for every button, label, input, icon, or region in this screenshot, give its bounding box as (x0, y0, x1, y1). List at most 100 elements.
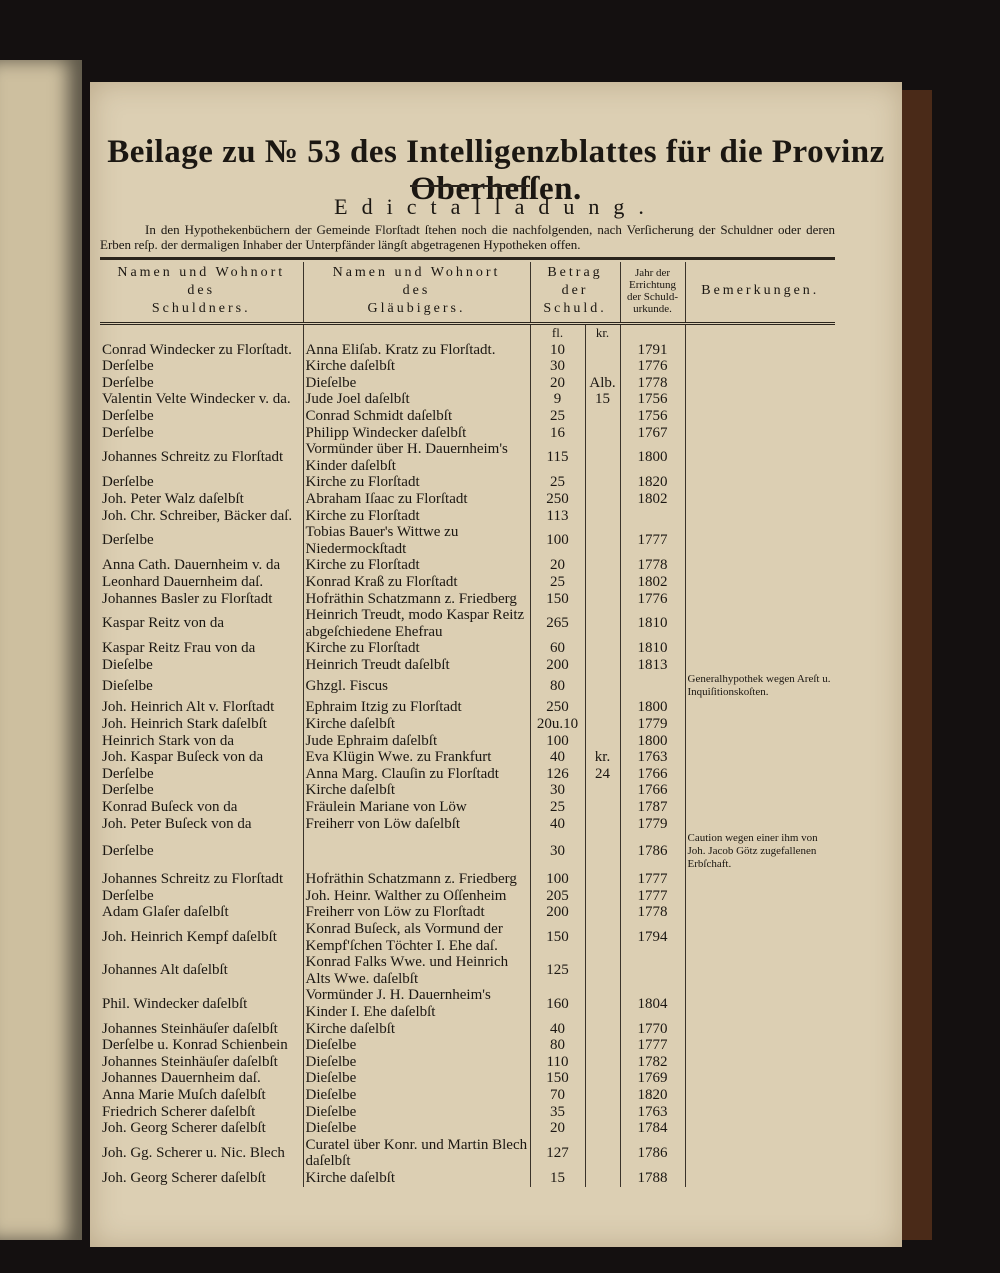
cell: Caution wegen einer ihm von Joh. Jacob G… (687, 832, 818, 871)
row: Joh. Kaspar Buſeck von da Eva Klügin Wwe.… (100, 749, 835, 766)
rule (410, 185, 530, 187)
cell (685, 921, 835, 954)
row: Kaspar Reitz von da Heinrich Treudt, modo… (100, 607, 835, 641)
cell: Tobias Bauer's Wittwe zu Niedermockſtadt (303, 524, 531, 558)
header-line: Gläubigers. (367, 301, 466, 316)
cell: Heinrich Treudt, modo Kaspar Reitz abgeſ… (303, 607, 531, 641)
cell (585, 358, 621, 375)
cell: 115 (530, 441, 586, 475)
units-row: fl. kr. (100, 323, 835, 342)
cell: Johannes Steinhäuſer daſelbſt (100, 1020, 304, 1038)
cell: Joh. Heinrich Stark daſelbſt (100, 716, 304, 733)
row: Johannes Schreitz zu Florſtadt Hofräthin … (100, 871, 835, 888)
column-header: Jahr der Errichtung der Schuld-urkunde. (620, 262, 686, 325)
cell (585, 699, 621, 717)
row: Derſelbe Kirche daſelbſt 30 1776 (100, 358, 835, 375)
cell (585, 921, 621, 955)
cell: Hofräthin Schatzmann z. Friedberg (303, 871, 531, 888)
row: Joh. Georg Scherer daſelbſt Kirche daſelb… (100, 1169, 835, 1187)
cell: Dieſelbe (303, 1037, 531, 1054)
cell (620, 323, 686, 342)
cell: 100 (530, 732, 586, 750)
cell: Curatel über Konr. und Martin Blech daſe… (303, 1136, 531, 1170)
cell: Kirche zu Florſtadt (303, 507, 531, 525)
cell: Abraham Iſaac zu Florſtadt (303, 490, 531, 508)
row: Derſelbe 30 1786 Caution wegen einer ihm vo… (100, 832, 835, 872)
row: Joh. Peter Walz daſelbſt Abraham Iſaac zu… (100, 490, 835, 508)
cell (685, 425, 835, 442)
cell: 200 (530, 656, 586, 674)
cell: Johannes Schreitz zu Florſtadt (100, 441, 304, 475)
cell (685, 816, 835, 833)
cell: Joh. Peter Buſeck von da (100, 815, 304, 833)
unit: kr. (585, 323, 621, 342)
cell (585, 341, 621, 359)
cell: 15 (530, 1169, 586, 1187)
cell (585, 573, 621, 591)
cell: Kaspar Reitz von da (100, 607, 304, 641)
cell (685, 657, 835, 674)
cell (585, 490, 621, 508)
cell: Dieſelbe (303, 1070, 531, 1087)
cell (685, 342, 835, 359)
cell: 40 (530, 1020, 586, 1038)
cell (685, 508, 835, 525)
cell (585, 1086, 621, 1104)
unit: fl. (530, 323, 586, 342)
cell (685, 408, 835, 425)
cell (585, 656, 621, 674)
cell: Vormünder über H. Dauernheim's Kinder da… (303, 441, 531, 475)
cell (585, 1120, 621, 1137)
cell (585, 407, 621, 425)
cell (585, 832, 621, 872)
header-line: des (402, 283, 431, 298)
cell: Joh. Georg Scherer daſelbſt (100, 1169, 304, 1187)
cell (685, 391, 835, 408)
cell (585, 607, 621, 641)
cell: 35 (530, 1103, 586, 1121)
cell: Dieſelbe (303, 1120, 531, 1137)
cell: Phil. Windecker daſelbſt (100, 987, 304, 1021)
cell (685, 799, 835, 816)
row: Derſelbe Kirche daſelbſt 30 1766 (100, 782, 835, 800)
cell: 1786 (620, 1136, 686, 1170)
cell: Anna Eliſab. Kratz zu Florſtadt. (303, 341, 531, 359)
cell: 15 (585, 391, 621, 408)
cell (620, 507, 686, 525)
cell: 150 (530, 590, 586, 608)
row: Johannes Steinhäuſer daſelbſt Kirche daſe… (100, 1020, 835, 1038)
cell (585, 732, 621, 750)
cell: 60 (530, 640, 586, 657)
cell: 126 (530, 765, 586, 783)
cell (620, 954, 686, 988)
cell: 1777 (620, 887, 686, 905)
cell (685, 871, 835, 888)
cell: 200 (530, 904, 586, 921)
cell (585, 1020, 621, 1038)
cell: 1756 (620, 407, 686, 425)
cell: Derſelbe (100, 407, 304, 425)
header-line: Errichtung (628, 279, 677, 291)
facing-page (0, 60, 82, 1240)
cell: Dieſelbe (303, 1103, 531, 1121)
cell: Dieſelbe (303, 374, 531, 392)
cell: Heinrich Treudt daſelbſt (303, 656, 531, 674)
row: Anna Cath. Dauernheim v. da Kirche zu Flo… (100, 557, 835, 574)
cell (585, 987, 621, 1021)
column-header: Bemerkungen. (685, 262, 836, 325)
cell (685, 699, 835, 716)
cell: Eva Klügin Wwe. zu Frankfurt (303, 749, 531, 766)
cell (685, 766, 835, 783)
cell: 1794 (620, 921, 686, 955)
cell (685, 733, 835, 750)
row: Joh. Heinrich Stark daſelbſt Kirche daſel… (100, 716, 835, 733)
header-line: der Schuld- (627, 291, 679, 303)
cell (585, 1169, 621, 1187)
cell: Anna Marie Muſch daſelbſt (100, 1086, 304, 1104)
cell (685, 1054, 835, 1071)
cell: 1820 (620, 1086, 686, 1104)
cell (685, 324, 835, 342)
cell: Kirche daſelbſt (303, 782, 531, 800)
cell: Anna Cath. Dauernheim v. da (100, 557, 304, 574)
header-row: Namen und Wohnort des Schuldners. Namen und… (100, 262, 836, 325)
